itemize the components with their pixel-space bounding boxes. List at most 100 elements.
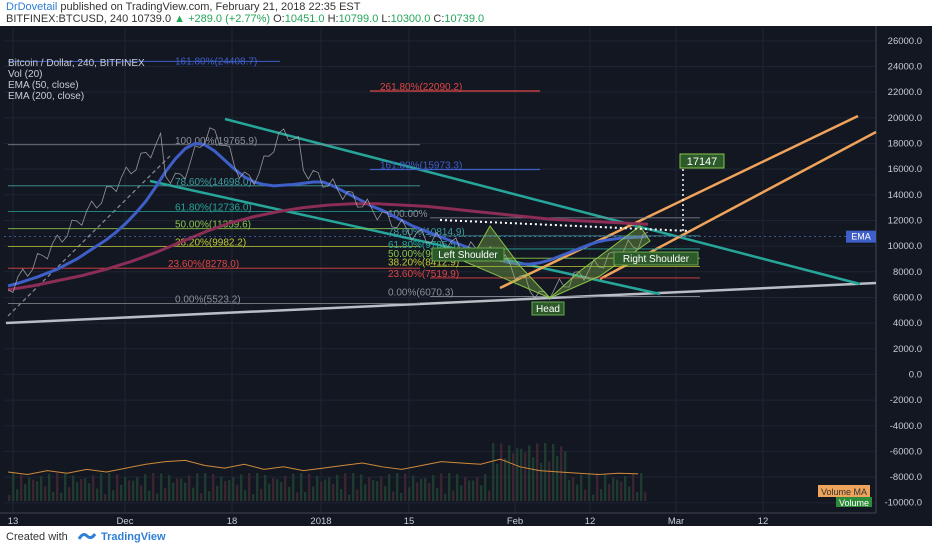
created-with-text: Created with bbox=[6, 531, 68, 543]
volume-bar bbox=[524, 452, 527, 501]
tradingview-logo-icon[interactable] bbox=[78, 530, 96, 544]
volume-bar bbox=[564, 451, 567, 501]
open-value: 10451.0 bbox=[284, 13, 325, 25]
x-tick-label: 12 bbox=[585, 516, 596, 526]
fib-level-label: 38.20%(9982.2) bbox=[175, 237, 246, 248]
volume-bar bbox=[388, 473, 391, 501]
y-tick-label: -8000.0 bbox=[890, 472, 922, 483]
upper-channel-line bbox=[224, 117, 861, 286]
volume-bar bbox=[392, 491, 395, 501]
volume-bar bbox=[116, 474, 119, 501]
volume-bar bbox=[560, 446, 563, 501]
volume-bar bbox=[148, 490, 151, 501]
x-tick-label: Dec bbox=[117, 516, 134, 526]
volume-bar bbox=[88, 483, 91, 501]
volume-bar bbox=[424, 478, 427, 501]
ema-badge-label: EMA bbox=[851, 232, 871, 242]
volume-bar bbox=[104, 494, 107, 501]
volume-bar bbox=[504, 458, 507, 501]
fib-extension-label: 23.60%(7519.9) bbox=[388, 269, 459, 280]
volume-bar bbox=[448, 473, 451, 501]
fib-extension-label: 38.20%(8412.9) bbox=[388, 258, 459, 269]
y-tick-label: 18000.0 bbox=[888, 138, 922, 149]
volume-bar bbox=[264, 474, 267, 501]
fib-level-label: 0.00%(5523.2) bbox=[175, 295, 241, 306]
legend-ema50[interactable]: EMA (50, close) bbox=[8, 80, 79, 91]
volume-bar bbox=[20, 474, 23, 501]
volume-bar bbox=[428, 483, 431, 501]
volume-bar bbox=[576, 484, 579, 501]
volume-bar bbox=[124, 476, 127, 501]
volume-bar bbox=[528, 445, 531, 501]
y-tick-label: -2000.0 bbox=[890, 395, 922, 406]
head-shoulders-pattern bbox=[439, 225, 651, 299]
last-price: 10739.0 bbox=[131, 13, 172, 25]
x-tick-label: 15 bbox=[404, 516, 415, 526]
volume-bar bbox=[300, 473, 303, 501]
volume-bar bbox=[224, 480, 227, 501]
volume-badge bbox=[836, 497, 872, 507]
volume-bar bbox=[8, 495, 11, 501]
y-tick-label: -10000.0 bbox=[884, 498, 922, 509]
volume-bar bbox=[408, 487, 411, 501]
high-value: 10799.0 bbox=[338, 13, 379, 25]
volume-bar bbox=[280, 481, 283, 501]
price-axis[interactable] bbox=[876, 26, 932, 526]
volume-bar bbox=[604, 474, 607, 501]
volume-bar bbox=[568, 479, 571, 501]
volume-bar bbox=[80, 478, 83, 501]
volume-bar bbox=[156, 493, 159, 501]
volume-bar bbox=[348, 494, 351, 501]
fib-extension-label: 50.00%(9063.1) bbox=[388, 249, 459, 260]
volume-bar bbox=[220, 476, 223, 501]
volume-bar bbox=[160, 473, 163, 501]
ema-badge-box bbox=[846, 230, 876, 243]
y-tick-label: -6000.0 bbox=[890, 446, 922, 457]
volume-bar bbox=[592, 494, 595, 501]
volume-bar bbox=[520, 448, 523, 501]
legend-volume[interactable]: Vol (20) bbox=[8, 69, 43, 80]
pattern-label-box bbox=[613, 251, 699, 266]
volume-bar bbox=[276, 479, 279, 501]
fib-extension-label: 261.80%(22090.2) bbox=[380, 82, 462, 93]
volume-bar bbox=[32, 479, 35, 501]
legend-title: Bitcoin / Dollar, 240, BITFINEX bbox=[8, 58, 145, 69]
volume-bar bbox=[328, 477, 331, 501]
volume-bar bbox=[24, 484, 27, 501]
symbol-line: BITFINEX:BTCUSD, 240 10739.0 ▲ +289.0 (+… bbox=[6, 13, 484, 25]
y-tick-label: 20000.0 bbox=[888, 113, 922, 124]
volume-bar bbox=[472, 480, 475, 501]
volume-bar bbox=[252, 494, 255, 501]
volume-bar bbox=[588, 473, 591, 501]
volume-bar bbox=[452, 490, 455, 501]
x-tick-label: 2018 bbox=[310, 516, 331, 526]
volume-bar bbox=[480, 485, 483, 501]
volume-bar bbox=[112, 490, 115, 501]
volume-bar bbox=[68, 487, 71, 501]
volume-bar bbox=[204, 473, 207, 501]
high-label: H: bbox=[327, 13, 339, 25]
y-tick-label: 22000.0 bbox=[888, 87, 922, 98]
volume-bar bbox=[632, 473, 635, 501]
volume-bar bbox=[360, 474, 363, 501]
chart-area[interactable]: 26000.0 24000.0 22000.0 20000.0 18000.0 16000… bbox=[0, 26, 932, 526]
volume-bar bbox=[268, 483, 271, 501]
legend-ema200[interactable]: EMA (200, close) bbox=[8, 91, 85, 102]
volume-bar bbox=[516, 448, 519, 501]
volume-bar bbox=[76, 482, 79, 501]
author-link[interactable]: DrDovetail bbox=[6, 1, 58, 13]
volume-bar bbox=[620, 481, 623, 501]
chart-footer: Created with TradingView bbox=[0, 526, 932, 550]
tradingview-brand[interactable]: TradingView bbox=[101, 531, 166, 543]
volume-bar bbox=[316, 475, 319, 501]
chart-canvas[interactable]: 26000.0 24000.0 22000.0 20000.0 18000.0 16000… bbox=[0, 26, 932, 526]
symbol-name: BITFINEX:BTCUSD, 240 bbox=[6, 13, 129, 25]
volume-bar bbox=[624, 475, 627, 501]
volume-bar bbox=[308, 473, 311, 501]
y-tick-label: 26000.0 bbox=[888, 36, 922, 47]
volume-bar bbox=[644, 492, 647, 501]
target-label: 17147 bbox=[687, 156, 718, 168]
volume-bar bbox=[92, 474, 95, 501]
volume-bar bbox=[304, 492, 307, 501]
volume-bar bbox=[476, 476, 479, 501]
